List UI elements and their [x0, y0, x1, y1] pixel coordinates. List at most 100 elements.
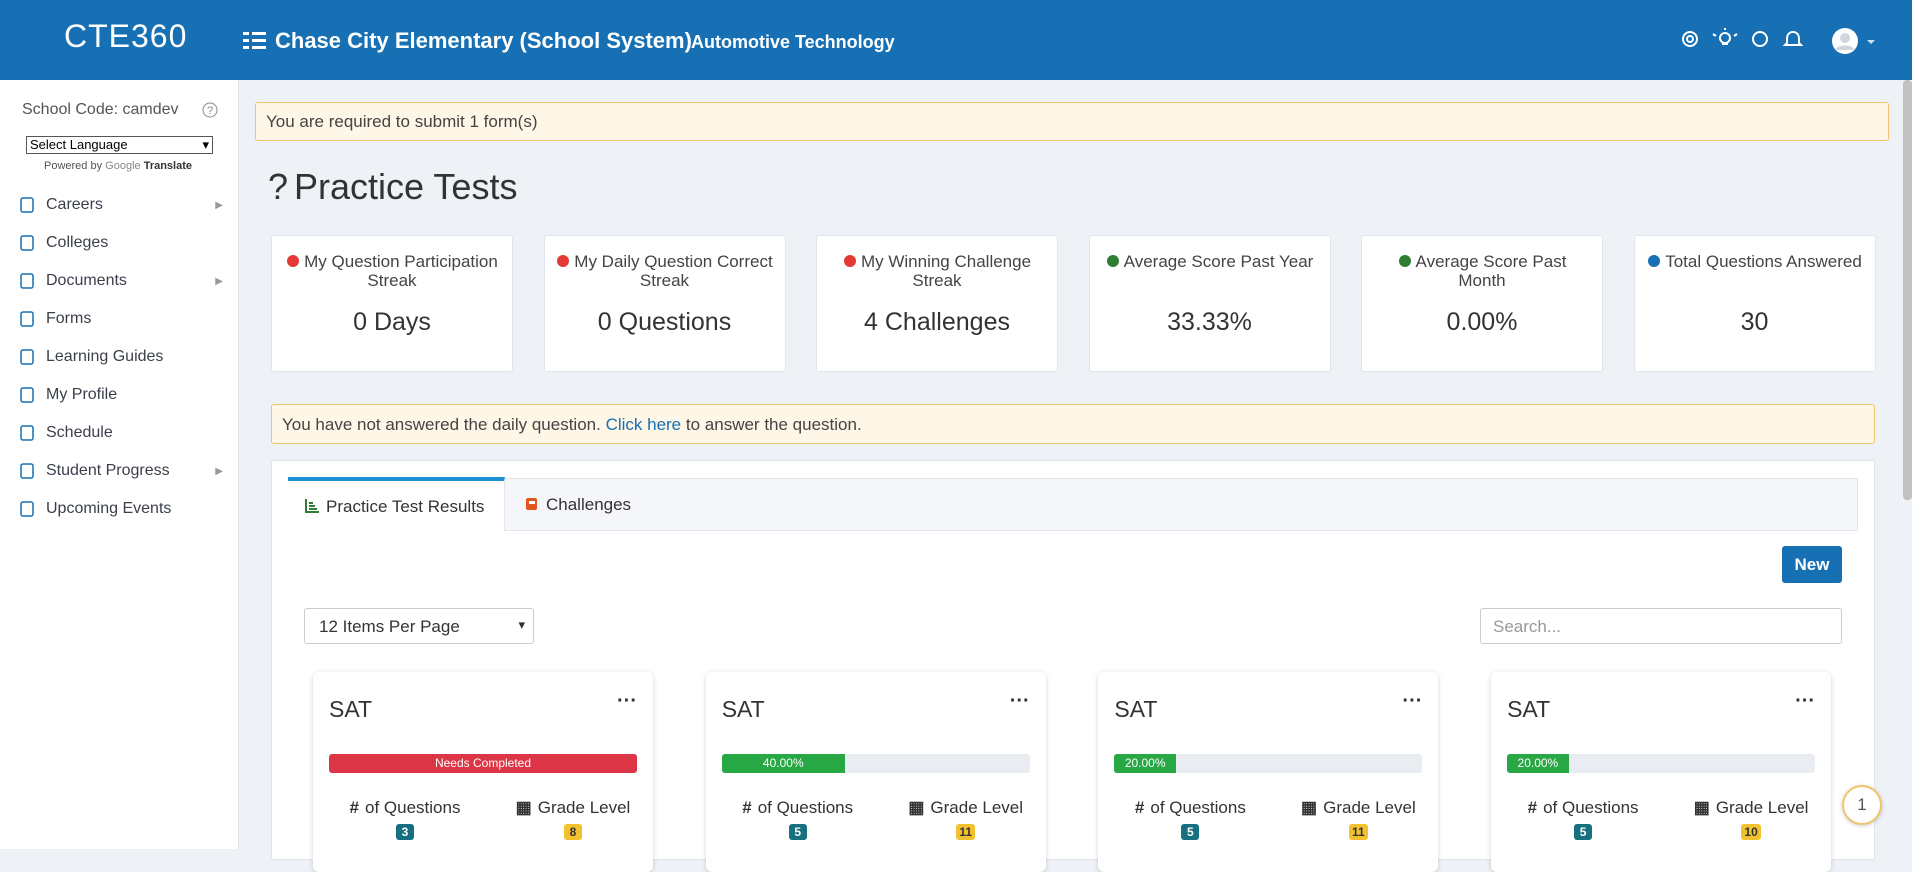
- nav-icon: [20, 273, 34, 289]
- tab-label: Practice Test Results: [326, 497, 485, 516]
- questions-label: of Questions: [1150, 798, 1246, 817]
- translate-credit: Powered by Google Translate: [44, 160, 192, 172]
- tab-bar: [288, 478, 1858, 531]
- per-page-select[interactable]: 12 Items Per Page ▾: [304, 608, 534, 644]
- progress-track: 40.00%: [721, 754, 1030, 773]
- search-input[interactable]: Search...: [1480, 608, 1842, 644]
- test-card[interactable]: SAT ··· 20.00% # of Questions 5 ▦ Grade Lev…: [1491, 672, 1832, 872]
- logo[interactable]: CTE360: [64, 18, 188, 54]
- nav-icon: [20, 197, 34, 213]
- nav-label: Documents: [46, 272, 127, 289]
- stat-card: Total Questions Answered 30: [1633, 235, 1876, 372]
- program-name: Automotive Technology: [691, 32, 895, 52]
- stat-card: My Winning Challenge Streak 4 Challenges: [816, 235, 1058, 372]
- stat-icon: [287, 255, 300, 267]
- nav-label: My Profile: [46, 386, 118, 403]
- stat-icon: [843, 255, 856, 267]
- nav-label: Forms: [46, 310, 92, 327]
- stat-value: 33.33%: [1167, 308, 1252, 336]
- nav-item[interactable]: Careers ▶: [18, 196, 223, 214]
- progress-bar: 20.00%: [1114, 754, 1176, 773]
- nav-icon: [20, 463, 34, 479]
- questions-badge: 5: [1574, 824, 1593, 840]
- questions-col: # of Questions 3: [349, 798, 461, 840]
- card-title: SAT: [721, 696, 765, 722]
- card-menu[interactable]: ···: [1795, 690, 1816, 712]
- stat-icon: [557, 255, 570, 267]
- test-card[interactable]: SAT ··· 40.00% # of Questions 5 ▦ Grade Lev…: [705, 672, 1046, 872]
- header-icons[interactable]: [1680, 28, 1880, 54]
- nav-item[interactable]: Schedule: [18, 424, 223, 442]
- nav-item[interactable]: Student Progress ▶: [18, 462, 223, 480]
- stat-label: Total Questions Answered: [1665, 252, 1862, 271]
- google: Google: [105, 160, 141, 172]
- nav-icon: [20, 349, 34, 365]
- questions-label: of Questions: [1543, 798, 1639, 817]
- stat-value: 0 Questions: [597, 308, 732, 336]
- grade-label: Grade Level: [1323, 798, 1416, 817]
- nav-item[interactable]: Colleges: [18, 234, 223, 252]
- help-icon[interactable]: ?: [202, 102, 218, 118]
- top-bar: CTE360 Chase City Elementary (School Sys…: [0, 0, 1912, 80]
- nav-item[interactable]: Learning Guides: [18, 348, 223, 366]
- stat-card: My Question Participation Streak 0 Days: [271, 235, 513, 372]
- stat-card: Average Score Past Year 33.33%: [1088, 235, 1331, 372]
- questions-label: of Questions: [757, 798, 854, 817]
- grade-label: Grade Level: [930, 798, 1024, 817]
- nav-label: Learning Guides: [46, 348, 164, 365]
- notice-link[interactable]: Click here: [605, 415, 682, 434]
- questions-badge: 3: [396, 824, 414, 840]
- grade-col: ▦ Grade Level 11: [908, 798, 1024, 840]
- nav-item[interactable]: My Profile: [18, 386, 223, 404]
- nav-item[interactable]: Forms: [18, 310, 223, 328]
- nav-item[interactable]: Upcoming Events: [18, 500, 223, 518]
- stat-icon: [1106, 255, 1119, 267]
- tab-active[interactable]: Practice Test Results: [288, 477, 505, 531]
- nav-icon: [20, 501, 34, 517]
- nav-item[interactable]: Documents ▶: [18, 272, 223, 290]
- nav-icon: [20, 387, 34, 403]
- tab-challenges[interactable]: Challenges: [546, 495, 632, 514]
- card-menu[interactable]: ···: [1402, 690, 1423, 712]
- grade-col: ▦ Grade Level 10: [1693, 798, 1809, 840]
- card-menu[interactable]: ···: [1009, 690, 1030, 712]
- stat-value: 30: [1740, 308, 1769, 336]
- test-card[interactable]: SAT ··· Needs Completed # of Questions 3 ▦…: [313, 672, 653, 872]
- stat-value: 4 Challenges: [864, 308, 1010, 336]
- menu-icon[interactable]: [243, 32, 267, 50]
- questions-col: # of Questions 5: [1134, 798, 1246, 840]
- nav-label: Student Progress: [46, 462, 170, 479]
- svg-text:?: ?: [207, 105, 213, 117]
- stat-icon: [1398, 255, 1411, 267]
- school-name: Chase City Elementary (School System): [275, 28, 692, 53]
- grade-col: ▦ Grade Level 8: [515, 798, 631, 840]
- language-select[interactable]: Select Language ▾: [26, 136, 213, 154]
- progress-bar: 20.00%: [1507, 754, 1569, 773]
- grade-label: Grade Level: [1715, 798, 1809, 817]
- test-card[interactable]: SAT ··· 20.00% # of Questions 5 ▦ Grade Lev…: [1098, 672, 1439, 872]
- stat-icon: [1648, 255, 1661, 267]
- nav-label: Colleges: [46, 234, 109, 251]
- progress-track: 20.00%: [1507, 754, 1816, 773]
- scrollbar: [1903, 80, 1912, 500]
- card-title: SAT: [329, 696, 373, 722]
- grade-col: ▦ Grade Level 11: [1301, 798, 1416, 840]
- progress-track: 20.00%: [1114, 754, 1423, 773]
- tab-icon: [305, 499, 319, 513]
- stat-label: Average Score Past Year: [1123, 252, 1314, 271]
- questions-col: # of Questions 5: [1527, 798, 1639, 840]
- sidebar: School Code: camdev ? Select Language ▾ P…: [0, 80, 239, 849]
- progress-bar: 40.00%: [721, 754, 845, 773]
- grade-badge: 11: [1349, 824, 1368, 840]
- page-heading: ? Practice Tests: [268, 166, 518, 207]
- language-select-text: Select Language: [30, 137, 128, 152]
- stat-card: My Daily Question Correct Streak 0 Quest…: [543, 235, 786, 372]
- nav-label: Careers: [46, 196, 103, 213]
- stat-label: My Question Participation Streak: [304, 252, 498, 290]
- new-button[interactable]: New: [1782, 546, 1842, 583]
- questions-label: of Questions: [365, 798, 461, 817]
- help-badge[interactable]: 1: [1842, 785, 1882, 825]
- card-menu[interactable]: ···: [617, 690, 637, 712]
- stat-value: 0.00%: [1446, 308, 1518, 336]
